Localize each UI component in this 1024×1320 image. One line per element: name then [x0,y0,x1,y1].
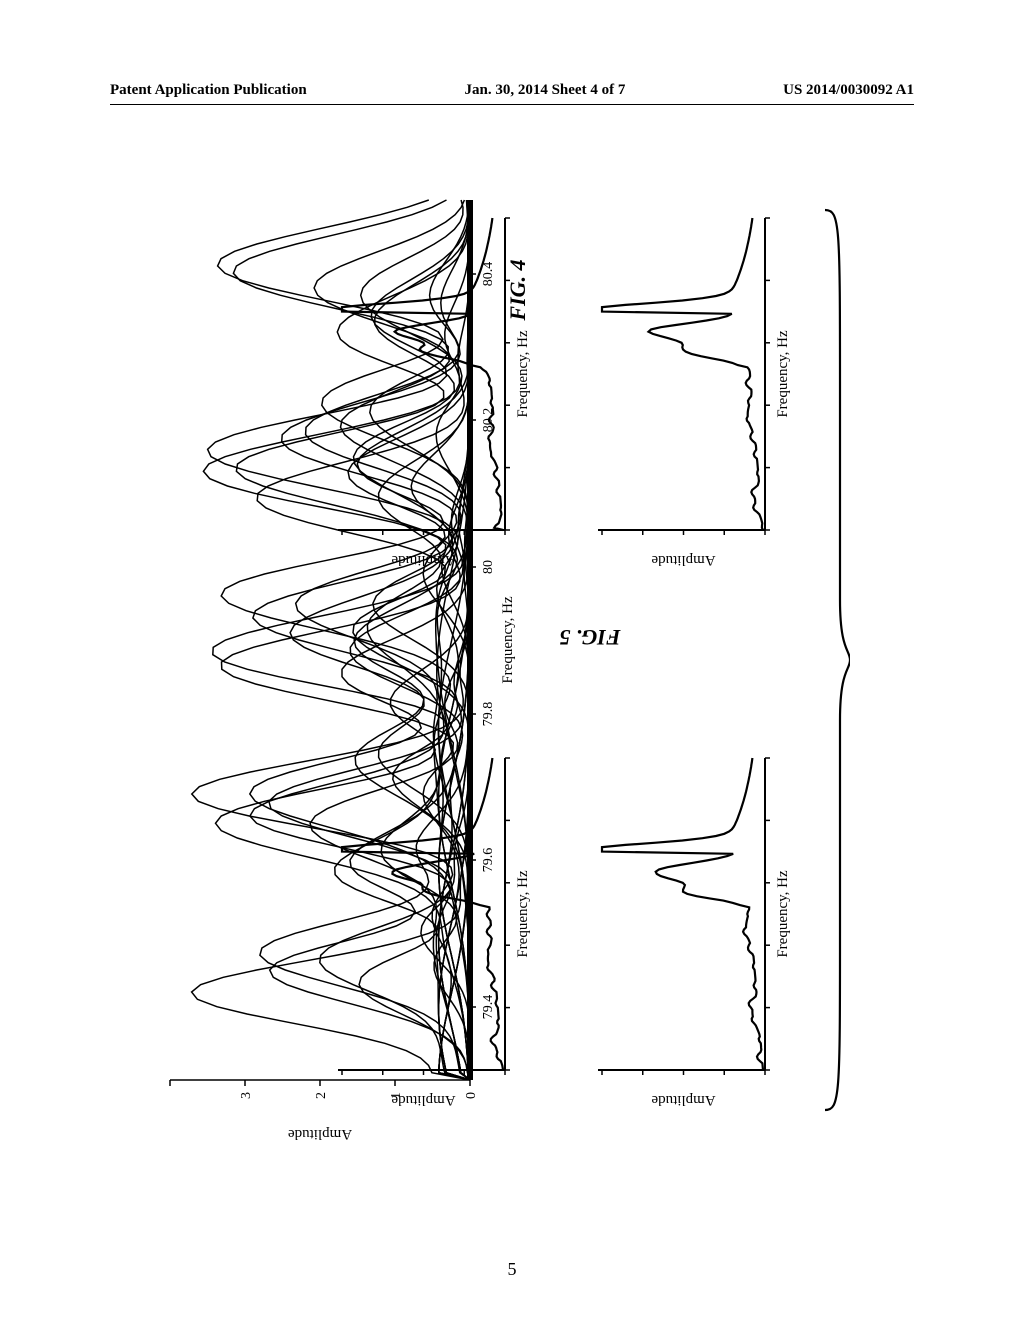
header-right: US 2014/0030092 A1 [783,82,914,99]
svg-text:Amplitude: Amplitude [651,552,716,568]
fig5-panels: Frequency, Hz Amplitude Frequency, Hz Ampli… [338,218,791,1108]
header-rule [110,104,914,105]
fig5-group: FIG. 5 Frequency, HzAmplitudeFrequency, … [290,170,850,1170]
svg-text:Amplitude: Amplitude [391,1092,456,1108]
svg-text:Frequency, Hz: Frequency, Hz [515,870,531,958]
svg-text:Amplitude: Amplitude [391,552,456,568]
header-center: Jan. 30, 2014 Sheet 4 of 7 [464,82,625,99]
svg-text:Frequency, Hz: Frequency, Hz [515,330,531,418]
fig4-ytick-3: 3 [239,1092,254,1099]
fig5-caption: FIG. 5 [559,625,621,650]
page-number: 5 [508,1259,517,1280]
figure-area: 0 1 2 3 79.4 79.6 79.8 80 80.2 80.4 Freq… [130,160,890,1170]
svg-text:Frequency, Hz: Frequency, Hz [775,330,791,418]
svg-text:Frequency, Hz: Frequency, Hz [775,870,791,958]
fig5-brace [825,210,850,1110]
header-left: Patent Application Publication [110,82,307,99]
svg-text:Amplitude: Amplitude [651,1092,716,1108]
